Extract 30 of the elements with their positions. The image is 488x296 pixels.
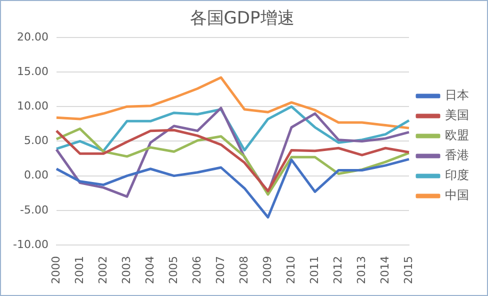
legend-label: 美国 xyxy=(445,108,469,122)
x-tick-label: 2014 xyxy=(378,256,392,284)
legend-label: 日本 xyxy=(445,88,469,102)
legend-label: 香港 xyxy=(445,148,469,162)
x-tick-label: 2008 xyxy=(237,256,250,284)
legend-label: 印度 xyxy=(445,168,469,182)
x-tick-label: 2011 xyxy=(308,256,321,284)
x-tick-label: 2013 xyxy=(354,256,368,284)
x-tick-label: 2000 xyxy=(49,256,62,284)
x-tick-label: 2003 xyxy=(120,256,133,284)
legend-label: 欧盟 xyxy=(445,128,469,142)
chart-title: 各国GDP增速 xyxy=(190,8,294,29)
x-tick-label: 2009 xyxy=(260,256,274,284)
y-tick-label: -10.00 xyxy=(12,238,48,251)
x-tick-label: 2007 xyxy=(214,256,227,284)
x-tick-label: 2005 xyxy=(166,256,180,284)
x-tick-label: 2006 xyxy=(190,256,204,284)
y-tick-label: 0.00 xyxy=(24,168,48,182)
y-tick-label: 5.00 xyxy=(24,134,48,148)
x-tick-label: 2002 xyxy=(96,256,110,284)
y-tick-label: 15.00 xyxy=(16,64,48,78)
y-tick-label: 20.00 xyxy=(16,30,48,44)
x-tick-label: 2015 xyxy=(402,256,415,284)
x-tick-label: 2001 xyxy=(72,256,86,284)
x-tick-label: 2004 xyxy=(143,256,156,284)
legend-label: 中国 xyxy=(445,188,469,202)
y-tick-label: -5.00 xyxy=(20,203,48,216)
y-tick-label: 10.00 xyxy=(16,99,48,112)
x-tick-label: 2010 xyxy=(284,256,298,284)
x-tick-label: 2012 xyxy=(331,256,344,284)
